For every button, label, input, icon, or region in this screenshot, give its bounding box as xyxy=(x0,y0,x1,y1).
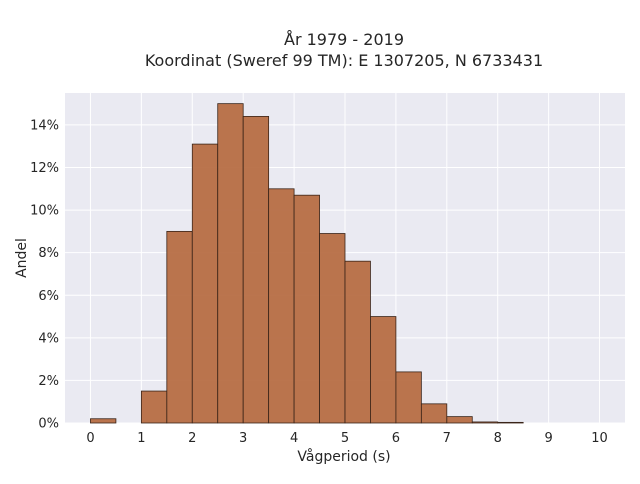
histogram-bar xyxy=(293,194,320,424)
chart-title-line-1: År 1979 - 2019 xyxy=(284,30,404,49)
chart-title-line-2: Koordinat (Sweref 99 TM): E 1307205, N 6… xyxy=(145,51,543,70)
histogram-bar xyxy=(420,403,448,424)
y-tick-label: 8% xyxy=(38,246,59,261)
x-tick-label: 9 xyxy=(544,431,552,446)
y-tick-label: 10% xyxy=(30,204,59,219)
y-tick-label: 12% xyxy=(30,161,59,176)
x-tick-label: 2 xyxy=(188,431,196,446)
histogram-bar xyxy=(370,316,397,424)
histogram-bar xyxy=(471,421,499,424)
x-tick-label: 4 xyxy=(290,431,298,446)
x-tick-label: 8 xyxy=(494,431,502,446)
histogram-bar xyxy=(217,103,244,424)
x-tick-label: 6 xyxy=(392,431,400,446)
histogram-bar xyxy=(268,188,295,424)
y-tick-labels: 0% 2% 4% 6% 8% 10% 12% 14% xyxy=(30,118,59,431)
x-tick-label: 5 xyxy=(341,431,349,446)
histogram-bar xyxy=(166,230,193,424)
histogram-bar xyxy=(446,416,473,424)
x-axis-label: Vågperiod (s) xyxy=(297,448,390,465)
histogram-bar xyxy=(140,390,168,424)
y-tick-label: 2% xyxy=(38,374,59,389)
y-tick-label: 6% xyxy=(38,289,59,304)
x-tick-label: 1 xyxy=(137,431,145,446)
histogram-bar xyxy=(242,116,270,424)
x-tick-label: 0 xyxy=(86,431,94,446)
histogram-bar xyxy=(90,418,117,424)
x-tick-label: 3 xyxy=(239,431,247,446)
histogram-bar xyxy=(191,143,219,424)
y-tick-label: 14% xyxy=(30,118,59,133)
x-tick-labels: 0 1 2 3 4 5 6 7 8 9 10 xyxy=(86,431,608,446)
histogram-bar xyxy=(319,233,346,424)
histogram-bar xyxy=(344,260,371,424)
y-tick-label: 4% xyxy=(38,331,59,346)
histogram-bar xyxy=(395,371,422,424)
x-tick-label: 10 xyxy=(591,431,608,446)
y-tick-label: 0% xyxy=(38,417,59,432)
histogram-bar xyxy=(497,421,524,424)
bar-layer xyxy=(90,103,524,424)
y-axis-label: Andel xyxy=(14,238,30,278)
x-tick-label: 7 xyxy=(443,431,451,446)
